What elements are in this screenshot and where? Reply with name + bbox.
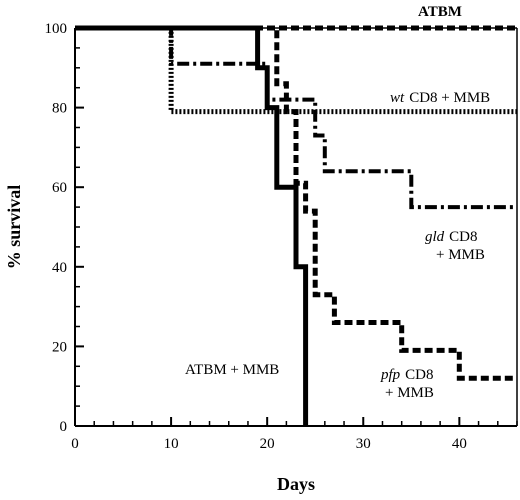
- series-line-atbm-mmb: [75, 25, 309, 426]
- x-tick-label: 20: [260, 436, 275, 452]
- annotation-pfp-line2: + MMB: [385, 385, 434, 401]
- annotation-wt: wt CD8 + MMB: [390, 90, 490, 106]
- x-tick-label: 10: [164, 436, 179, 452]
- annotation-gld-line2: + MMB: [436, 247, 485, 263]
- annotation-gld-italic: gld: [425, 229, 445, 245]
- series-line-gld-cd8-mmb: [75, 26, 517, 210]
- x-tick-label: 40: [452, 436, 467, 452]
- y-tick-label: 100: [45, 21, 68, 37]
- annotation-wt-italic: wt: [390, 90, 405, 106]
- y-tick-label: 40: [52, 260, 67, 276]
- y-tick-label: 60: [52, 180, 67, 196]
- annotation-pfp: pfp CD8: [380, 367, 434, 383]
- x-tick-label: 30: [356, 436, 371, 452]
- y-tick-label: 0: [60, 419, 68, 435]
- series-line-pfp-cd8-mmb: [75, 25, 517, 381]
- annotation-atbm-mmb: ATBM + MMB: [185, 362, 279, 378]
- annotation-pfp-italic: pfp: [380, 367, 401, 383]
- annotation-pfp-rest: CD8: [405, 367, 433, 383]
- series-layer: [75, 25, 517, 426]
- annotation-gld-rest: CD8: [449, 229, 477, 245]
- annotation-atbm: ATBM: [418, 4, 462, 20]
- y-tick-label: 20: [52, 339, 67, 355]
- x-tick-label: 0: [71, 436, 79, 452]
- tick-layer: 0 10 20 30 40 0 20 40 60 80 100: [45, 21, 518, 452]
- y-tick-label: 80: [52, 101, 67, 117]
- annotation-wt-rest: CD8 + MMB: [409, 90, 490, 106]
- y-axis-title: % survival: [4, 185, 24, 270]
- x-axis-title: Days: [277, 474, 315, 494]
- annotation-gld: gld CD8: [425, 229, 478, 245]
